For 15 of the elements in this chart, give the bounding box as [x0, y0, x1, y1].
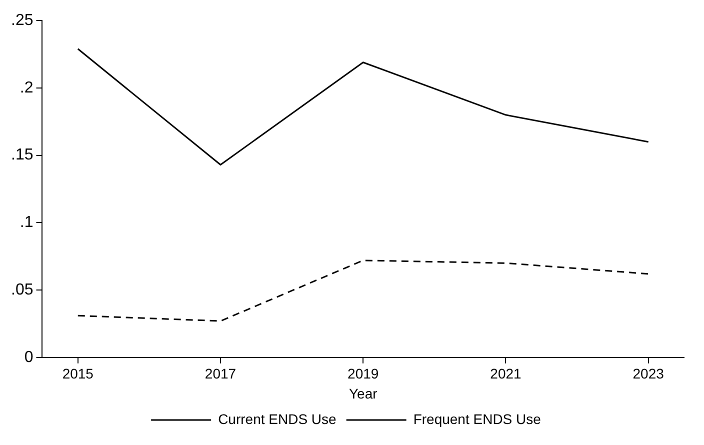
- y-tick-label: .2: [20, 79, 34, 96]
- line-series: [77, 260, 650, 322]
- legend-label: Frequent ENDS Use: [413, 410, 542, 427]
- legend-label: Current ENDS Use: [218, 410, 337, 427]
- x-tick-label: 2017: [204, 366, 236, 382]
- x-tick-label: 2023: [632, 366, 664, 382]
- x-axis-title: Year: [348, 385, 378, 402]
- x-tick-label: 2019: [348, 366, 379, 382]
- y-tick-label: 0: [24, 348, 34, 366]
- y-tick-label: .25: [10, 12, 34, 30]
- y-tick-label: .05: [10, 281, 34, 298]
- x-tick-label: 2015: [62, 366, 94, 382]
- y-tick-label: .1: [20, 214, 34, 232]
- y-tick-label: .15: [10, 146, 34, 164]
- x-tick-label: 2021: [490, 366, 522, 382]
